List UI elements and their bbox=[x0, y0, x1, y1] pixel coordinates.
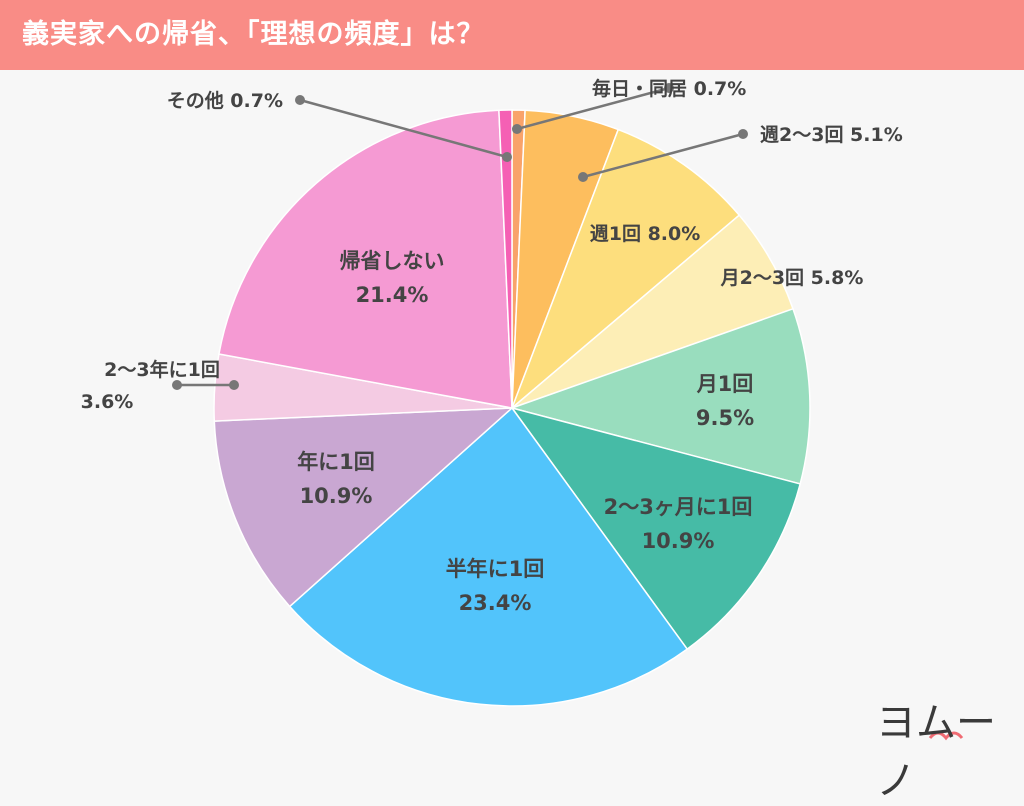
slice-value-5: 10.9% bbox=[642, 529, 715, 553]
leader-dot-1-0 bbox=[578, 172, 588, 182]
slice-label-6: 半年に1回 bbox=[446, 557, 545, 581]
leader-dot-0-1 bbox=[664, 83, 674, 93]
pie-chart: 毎日・同居 0.7% 週2〜3回 5.1% 週1回 8.0% 月2〜3回 5.8% 月1… bbox=[81, 77, 964, 741]
leader-dot-8-0 bbox=[229, 380, 239, 390]
leader-line-0 bbox=[516, 86, 670, 131]
slice-9 bbox=[218, 109, 513, 409]
title-banner: 義実家への帰省、「理想の頻度」は？ bbox=[0, 0, 1024, 70]
slice-value-7: 10.9% bbox=[300, 484, 373, 508]
slice-5 bbox=[510, 406, 802, 651]
slice-6 bbox=[288, 406, 689, 707]
brand-logo: ヨムーノ bbox=[876, 700, 996, 804]
leader-line-10 bbox=[299, 98, 508, 159]
leader-dot-10-0 bbox=[502, 152, 512, 162]
slice-label-1: 週2〜3回 5.1% bbox=[760, 124, 903, 146]
slice-value-4: 9.5% bbox=[696, 406, 754, 430]
slice-label-8: 2〜3年に1回 bbox=[104, 358, 220, 381]
slice-label-0: 毎日・同居 0.7% bbox=[592, 77, 746, 100]
chart-title: 義実家への帰省、「理想の頻度」は？ bbox=[22, 19, 485, 50]
leader-dot-10-1 bbox=[295, 95, 305, 105]
slice-label-3: 月2〜3回 5.8% bbox=[720, 267, 864, 289]
slice-label-2: 週1回 8.0% bbox=[590, 223, 701, 245]
slice-label-9: 帰省しない bbox=[340, 249, 445, 273]
slice-label-7: 年に1回 bbox=[297, 450, 375, 474]
slice-4 bbox=[509, 307, 811, 485]
slice-value-6: 23.4% bbox=[459, 591, 532, 615]
slice-label-4: 月1回 bbox=[696, 372, 754, 396]
slice-10 bbox=[498, 109, 513, 409]
slice-7 bbox=[213, 407, 515, 608]
slice-2 bbox=[511, 128, 741, 409]
leader-dot-0-0 bbox=[512, 124, 522, 134]
slice-value-8: 3.6% bbox=[81, 391, 134, 413]
slice-value-9: 21.4% bbox=[356, 283, 429, 307]
leader-line-1 bbox=[582, 132, 744, 179]
slice-label-10: その他 0.7% bbox=[167, 89, 283, 112]
slice-label-5: 2〜3ヶ月に1回 bbox=[604, 495, 753, 519]
logo-accent bbox=[928, 731, 964, 741]
leader-dot-1-1 bbox=[738, 129, 748, 139]
leader-dot-8-1 bbox=[172, 380, 182, 390]
